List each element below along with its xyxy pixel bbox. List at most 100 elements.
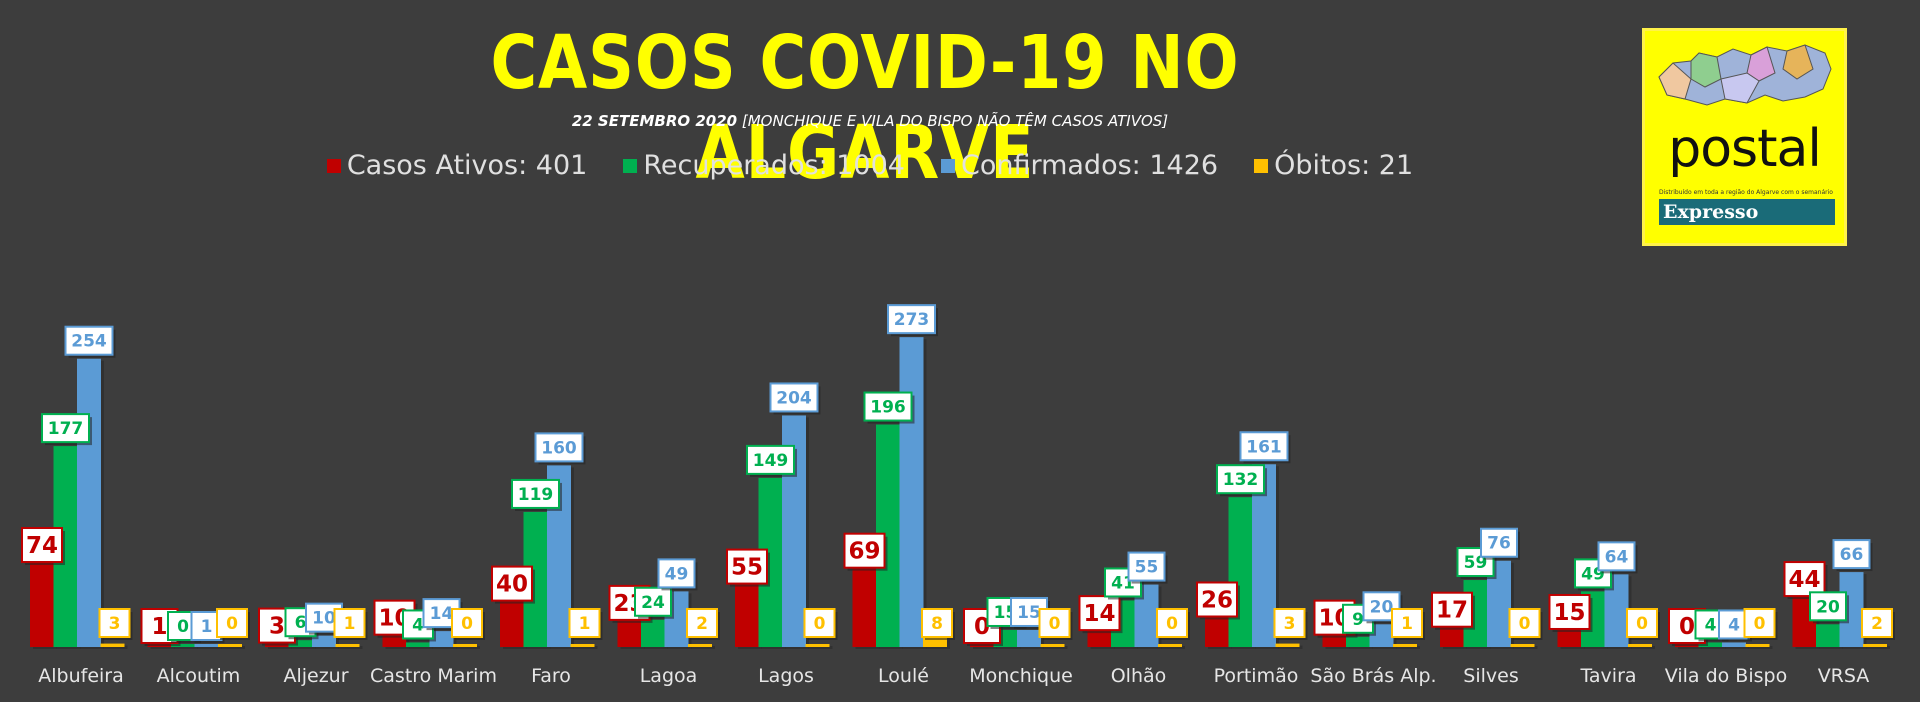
bar-obitos-monchique <box>1040 644 1065 647</box>
data-label-confirmados-portimao: 161 <box>1239 431 1291 464</box>
svg-text:1: 1 <box>151 614 167 640</box>
data-label-obitos-faro: 1 <box>568 608 603 640</box>
data-label-recuperados-loule: 196 <box>863 391 915 424</box>
svg-text:0: 0 <box>814 614 826 634</box>
chart-legend: Casos Ativos: 401 Recuperados: 1004 Conf… <box>326 150 1413 181</box>
svg-text:15: 15 <box>1017 603 1041 623</box>
algarve-map-icon <box>1658 44 1832 106</box>
svg-text:2: 2 <box>1871 614 1883 634</box>
legend-label-obitos: Óbitos: 21 <box>1274 150 1414 181</box>
svg-text:44: 44 <box>1788 567 1820 593</box>
svg-text:119: 119 <box>518 485 554 505</box>
svg-text:40: 40 <box>496 572 528 598</box>
data-label-confirmados-lagos: 204 <box>769 382 821 415</box>
svg-text:4: 4 <box>1705 615 1717 635</box>
svg-text:3: 3 <box>1284 614 1296 634</box>
data-label-confirmados-albufeira: 254 <box>64 325 116 358</box>
svg-text:20: 20 <box>1370 597 1394 617</box>
svg-text:55: 55 <box>731 555 763 581</box>
bar-casos-ativos-tavira <box>1557 629 1582 647</box>
data-label-recuperados-faro: 119 <box>511 478 562 511</box>
data-label-confirmados-silves: 76 <box>1480 527 1520 560</box>
bar-obitos-tavira <box>1628 644 1652 647</box>
svg-text:55: 55 <box>1135 558 1159 578</box>
bar-casos-ativos-lagos <box>735 584 759 647</box>
postal-logo: postal Distribuído em toda a região do A… <box>1642 28 1847 246</box>
bar-obitos-castro-marim <box>453 644 477 647</box>
bar-obitos-alcoutim <box>218 644 242 647</box>
svg-text:9: 9 <box>1352 610 1364 630</box>
x-tick-silves: Silves <box>1463 665 1518 687</box>
legend-swatch-confirmados <box>940 158 955 173</box>
x-tick-albufeira: Albufeira <box>38 665 124 687</box>
bar-recuperados-sao-bras-alp <box>1346 636 1370 647</box>
svg-text:160: 160 <box>541 438 577 458</box>
bar-obitos-aljezur <box>335 644 360 647</box>
data-label-obitos-albufeira: 3 <box>98 608 133 640</box>
x-tick-portimao: Portimão <box>1214 665 1299 687</box>
legend-item-recuperados: Recuperados: 1004 <box>623 150 905 181</box>
legend-swatch-ativos <box>326 158 341 173</box>
bar-obitos-portimao <box>1275 643 1300 647</box>
bar-casos-ativos-lagoa <box>617 620 642 647</box>
bar-recuperados-vrsa <box>1816 624 1840 647</box>
data-label-recuperados-vrsa: 20 <box>1809 591 1849 624</box>
logo-expresso: Expresso <box>1659 199 1835 225</box>
bar-recuperados-portimao <box>1228 497 1253 647</box>
data-label-obitos-monchique: 0 <box>1038 608 1073 640</box>
chart-subtitle: 22 SETEMBRO 2020 [MONCHIQUE E VILA DO BI… <box>380 112 1360 130</box>
data-label-obitos-sao-bras-alp: 1 <box>1391 608 1425 640</box>
data-label-obitos-castro-marim: 0 <box>451 608 485 640</box>
svg-text:0: 0 <box>226 614 238 634</box>
bar-obitos-sao-bras-alp <box>1393 644 1417 647</box>
bar-obitos-olhao <box>1158 644 1182 647</box>
svg-text:0: 0 <box>974 614 990 640</box>
bar-obitos-vrsa <box>1863 644 1887 647</box>
data-label-obitos-olhao: 0 <box>1156 608 1190 640</box>
svg-text:76: 76 <box>1487 534 1511 554</box>
x-tick-vrsa: VRSA <box>1818 665 1870 687</box>
bar-confirmados-loule <box>899 337 924 647</box>
bar-obitos-faro <box>570 644 595 647</box>
data-label-obitos-vrsa: 2 <box>1861 608 1895 640</box>
x-tick-sao-bras-alp: São Brás Alp. <box>1310 665 1436 687</box>
data-label-confirmados-loule: 273 <box>887 304 938 337</box>
svg-text:1: 1 <box>344 614 356 634</box>
data-label-confirmados-monchique: 15 <box>1010 596 1050 629</box>
svg-text:273: 273 <box>894 310 930 330</box>
svg-text:64: 64 <box>1605 547 1629 567</box>
data-label-casos-ativos-olhao: 14 <box>1078 595 1123 634</box>
svg-text:59: 59 <box>1464 553 1488 573</box>
data-label-casos-ativos-portimao: 26 <box>1196 581 1240 620</box>
svg-text:4: 4 <box>412 615 424 635</box>
svg-text:17: 17 <box>1436 598 1468 624</box>
data-label-casos-ativos-tavira: 15 <box>1548 593 1593 632</box>
data-label-recuperados-albufeira: 177 <box>41 413 92 446</box>
data-label-casos-ativos-silves: 17 <box>1431 591 1475 630</box>
bar-casos-ativos-faro <box>500 601 524 647</box>
data-label-recuperados-lagos: 149 <box>746 444 797 477</box>
data-label-confirmados-tavira: 64 <box>1597 541 1638 574</box>
svg-text:8: 8 <box>931 614 943 634</box>
bar-obitos-vila-do-bispo <box>1745 644 1770 647</box>
bar-obitos-albufeira <box>100 643 125 647</box>
data-label-obitos-aljezur: 1 <box>333 608 368 640</box>
svg-text:254: 254 <box>71 332 107 352</box>
bar-casos-ativos-castro-marim <box>382 635 407 647</box>
svg-text:14: 14 <box>1083 601 1115 627</box>
svg-text:0: 0 <box>1754 614 1766 634</box>
svg-text:1: 1 <box>1401 614 1413 634</box>
subtitle-note: [MONCHIQUE E VILA DO BISPO NÃO TÊM CASOS… <box>741 112 1169 130</box>
bar-confirmados-monchique <box>1017 629 1041 647</box>
data-label-casos-ativos-loule: 69 <box>843 532 888 571</box>
legend-label-recuperados: Recuperados: 1004 <box>643 150 905 181</box>
svg-text:1: 1 <box>201 617 213 637</box>
data-label-recuperados-silves: 59 <box>1456 547 1497 580</box>
data-label-recuperados-portimao: 132 <box>1216 464 1267 497</box>
data-label-confirmados-vrsa: 66 <box>1832 539 1873 572</box>
bar-casos-ativos-loule <box>852 568 877 647</box>
logo-tagline: Distribuído em toda a região do Algarve … <box>1659 189 1833 196</box>
bar-obitos-lagos <box>805 644 830 647</box>
logo-wordmark: postal <box>1668 119 1822 179</box>
legend-label-ativos: Casos Ativos: 401 <box>346 150 588 181</box>
